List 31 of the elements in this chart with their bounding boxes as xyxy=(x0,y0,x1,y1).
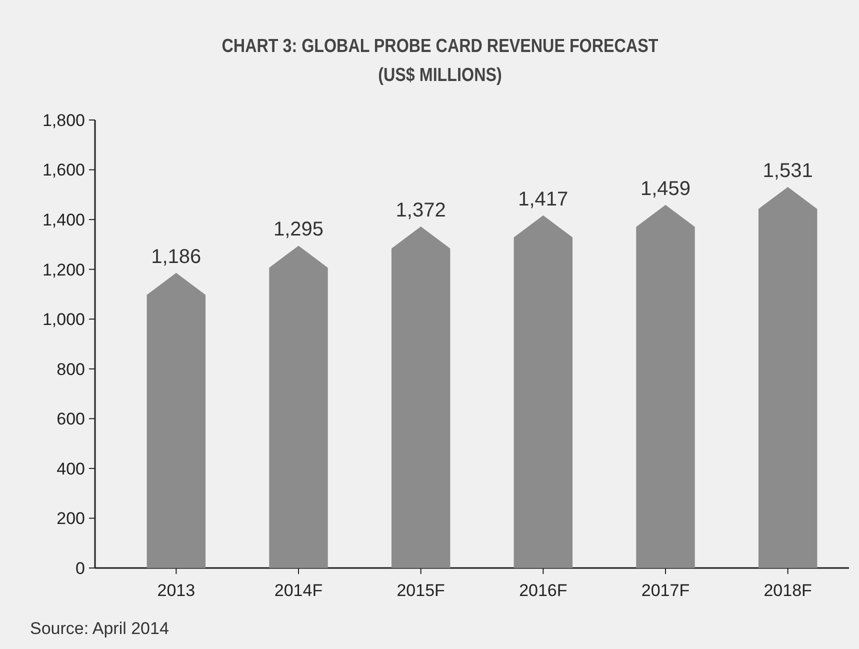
bar xyxy=(269,246,328,568)
x-tick-label: 2016F xyxy=(519,581,568,600)
bar xyxy=(758,186,818,568)
y-tick-label: 1,400 xyxy=(42,210,85,230)
y-tick-label: 1,600 xyxy=(42,160,85,180)
chart-subtitle: (US$ MILLIONS) xyxy=(378,64,502,86)
x-tick-label: 2017F xyxy=(641,581,690,600)
y-tick-label: 0 xyxy=(76,558,85,578)
data-label: 1,459 xyxy=(640,178,691,200)
data-label: 1,531 xyxy=(762,160,813,182)
y-tick-label: 200 xyxy=(56,509,85,528)
y-tick-label: 1,200 xyxy=(42,260,85,280)
y-tick-label: 600 xyxy=(56,410,85,429)
chart-title: CHART 3: GLOBAL PROBE CARD REVENUE FORECAST xyxy=(222,34,658,56)
data-label: 1,417 xyxy=(518,188,568,210)
x-tick-label: 2015F xyxy=(396,581,445,600)
x-tick-label: 2014F xyxy=(274,581,323,600)
bar xyxy=(636,204,695,568)
x-tick-label: 2018F xyxy=(764,581,812,600)
data-label: 1,295 xyxy=(273,218,324,241)
source-note: Source: April 2014 xyxy=(30,619,169,638)
y-tick-label: 800 xyxy=(56,360,85,379)
bar xyxy=(146,272,206,568)
bar xyxy=(391,226,450,568)
x-tick-label: 2013 xyxy=(157,581,196,600)
data-label: 1,186 xyxy=(151,246,202,268)
y-tick-label: 400 xyxy=(56,459,85,478)
bar xyxy=(514,215,573,568)
y-tick-label: 1,800 xyxy=(42,110,85,130)
data-label: 1,372 xyxy=(396,200,446,222)
y-tick-label: 1,000 xyxy=(42,310,85,330)
